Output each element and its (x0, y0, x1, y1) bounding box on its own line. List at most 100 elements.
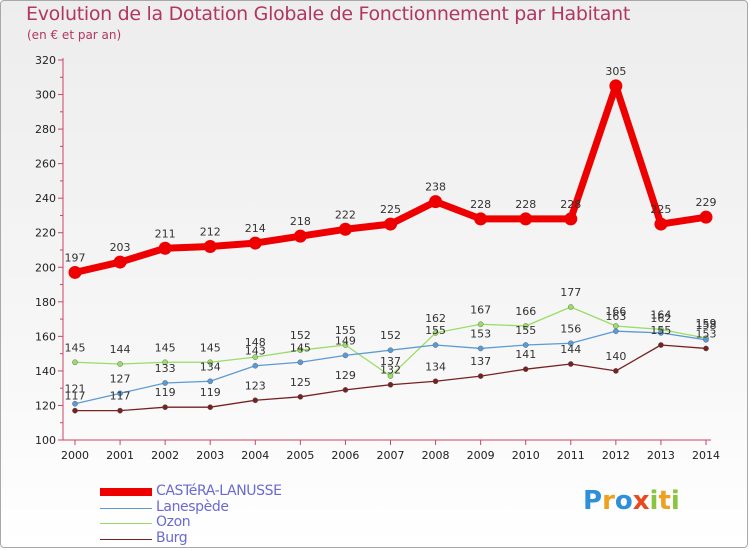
y-tick-label: 160 (35, 330, 56, 343)
data-point-burg (117, 407, 123, 414)
data-label-ozon: 137 (380, 355, 401, 368)
data-point-burg (477, 373, 484, 379)
x-tick-label: 2008 (422, 449, 450, 462)
data-label-cast-ra-lanusse: 229 (696, 196, 717, 209)
data-point-lanesp-de (522, 342, 529, 348)
data-point-cast-ra-lanusse (158, 241, 172, 255)
data-label-burg: 119 (155, 386, 176, 399)
data-label-cast-ra-lanusse: 225 (650, 203, 671, 216)
data-point-cast-ra-lanusse (293, 229, 307, 243)
data-label-cast-ra-lanusse: 238 (425, 181, 446, 194)
y-tick-label: 220 (35, 227, 56, 240)
data-label-burg: 134 (425, 360, 446, 373)
logo-letter: i (670, 486, 680, 516)
data-point-cast-ra-lanusse (474, 212, 488, 226)
data-label-lanesp-de: 133 (155, 362, 176, 375)
data-label-lanesp-de: 145 (290, 341, 311, 354)
legend-swatch-burg (100, 538, 152, 540)
x-tick-label: 2011 (557, 449, 585, 462)
y-tick-label: 120 (35, 399, 56, 412)
data-label-ozon: 162 (425, 312, 446, 325)
data-point-cast-ra-lanusse (699, 210, 713, 224)
data-point-ozon (477, 321, 484, 328)
data-point-burg (567, 361, 574, 367)
data-label-ozon: 159 (696, 317, 717, 330)
data-point-lanesp-de (567, 340, 574, 347)
data-point-burg (613, 368, 619, 374)
data-label-burg: 119 (200, 386, 221, 399)
data-point-ozon (522, 323, 529, 329)
y-tick-label: 200 (35, 261, 56, 274)
data-point-lanesp-de (658, 330, 664, 336)
data-label-ozon: 155 (335, 324, 356, 337)
data-label-cast-ra-lanusse: 228 (515, 198, 536, 211)
x-tick-label: 2014 (692, 449, 720, 462)
data-label-ozon: 144 (110, 343, 131, 356)
data-point-burg (72, 407, 78, 414)
data-label-ozon: 148 (245, 336, 266, 349)
data-point-lanesp-de (252, 362, 259, 369)
data-point-lanesp-de (613, 328, 619, 334)
x-tick-label: 2003 (196, 449, 224, 462)
data-point-burg (207, 404, 214, 410)
data-label-ozon: 152 (290, 329, 311, 342)
x-tick-label: 2001 (106, 449, 134, 462)
x-tick-label: 2004 (241, 449, 269, 462)
x-tick-label: 2009 (467, 449, 495, 462)
y-tick-label: 300 (35, 89, 56, 102)
data-point-cast-ra-lanusse (338, 222, 352, 236)
logo-letter: P (583, 486, 603, 516)
data-point-ozon (252, 354, 259, 360)
data-label-ozon: 164 (650, 308, 671, 321)
data-label-lanesp-de: 127 (110, 372, 131, 385)
data-label-ozon: 145 (65, 341, 86, 354)
data-point-lanesp-de (387, 347, 394, 353)
data-label-cast-ra-lanusse: 214 (245, 222, 266, 235)
data-point-ozon (387, 373, 394, 379)
data-point-ozon (72, 359, 78, 366)
data-label-ozon: 145 (155, 341, 176, 354)
x-tick-label: 2010 (512, 449, 540, 462)
data-point-lanesp-de (117, 390, 123, 397)
data-label-lanesp-de: 162 (650, 312, 671, 325)
data-point-cast-ra-lanusse (429, 195, 443, 209)
data-label-burg: 140 (605, 350, 626, 363)
data-label-burg: 117 (110, 390, 131, 403)
data-point-burg (658, 342, 664, 348)
data-label-burg: 155 (650, 324, 671, 337)
x-tick-label: 2007 (377, 449, 405, 462)
data-point-burg (387, 381, 394, 388)
data-point-lanesp-de (162, 380, 168, 386)
data-point-ozon (117, 361, 123, 367)
data-label-lanesp-de: 149 (335, 334, 356, 347)
data-point-burg (162, 404, 168, 410)
data-label-burg: 129 (335, 369, 356, 382)
data-point-lanesp-de (432, 342, 439, 348)
data-label-lanesp-de: 155 (425, 324, 446, 337)
data-point-cast-ra-lanusse (384, 217, 397, 231)
data-point-ozon (162, 359, 168, 366)
logo-letter: i (649, 486, 659, 516)
data-label-burg: 141 (515, 348, 536, 361)
data-point-ozon (432, 330, 439, 336)
x-tick-label: 2006 (331, 449, 359, 462)
data-point-cast-ra-lanusse (248, 236, 262, 250)
y-tick-label: 320 (35, 54, 56, 67)
data-label-cast-ra-lanusse: 228 (470, 198, 491, 211)
data-label-burg: 144 (560, 343, 581, 356)
legend-label-ozon: Ozon (156, 514, 191, 530)
chart-subtitle: (en € et par an) (27, 28, 122, 42)
data-label-cast-ra-lanusse: 225 (380, 203, 401, 216)
data-label-ozon: 167 (470, 303, 491, 316)
data-point-lanesp-de (342, 352, 349, 359)
data-label-cast-ra-lanusse: 203 (110, 241, 131, 254)
data-label-ozon: 145 (200, 341, 221, 354)
data-label-cast-ra-lanusse: 222 (335, 208, 356, 221)
x-tick-label: 2012 (602, 449, 630, 462)
data-point-cast-ra-lanusse (68, 265, 82, 279)
data-point-lanesp-de (207, 378, 214, 385)
x-tick-label: 2000 (61, 449, 89, 462)
data-point-ozon (342, 342, 349, 348)
legend-label-burg: Burg (156, 529, 188, 546)
